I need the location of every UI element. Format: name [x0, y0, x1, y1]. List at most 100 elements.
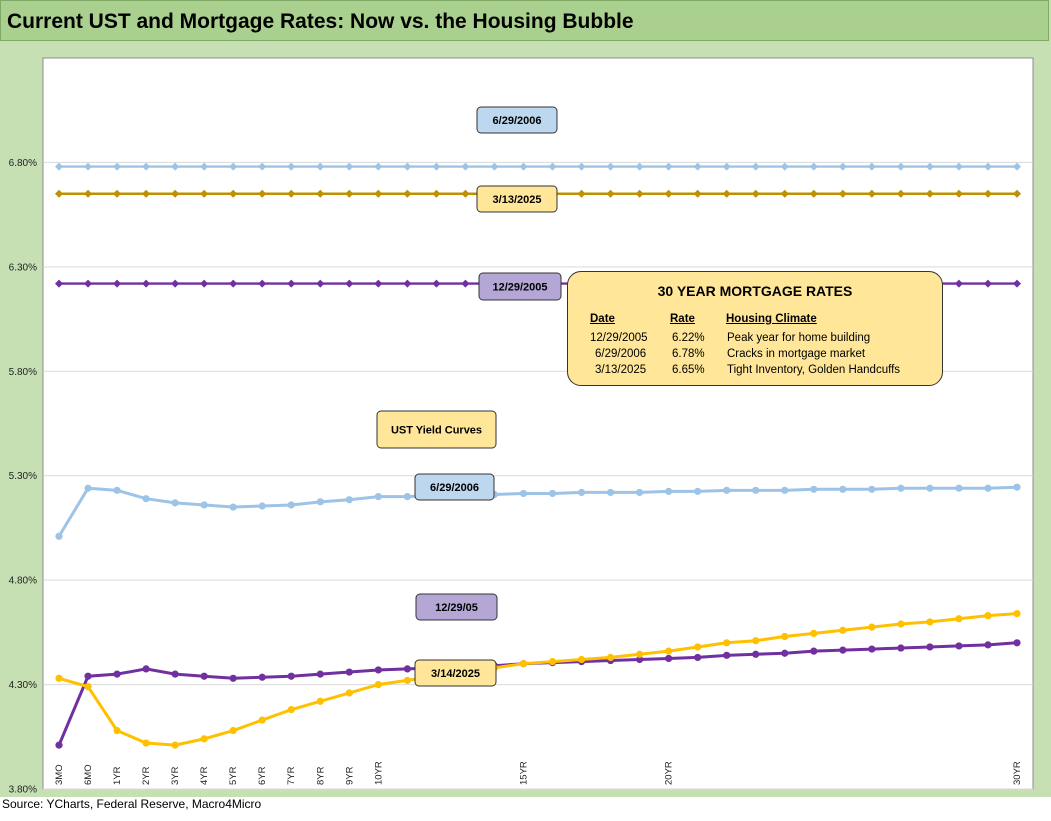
- plot-area: [42, 57, 1034, 790]
- x-tick-label: 20YR: [664, 761, 675, 785]
- data-point: [316, 189, 325, 198]
- data-point: [287, 279, 296, 288]
- data-point: [809, 162, 818, 171]
- data-point: [635, 189, 644, 198]
- data-point: [838, 189, 847, 198]
- data-point: [287, 706, 295, 714]
- callout-box: [478, 272, 562, 301]
- data-point: [345, 189, 354, 198]
- data-point: [693, 162, 702, 171]
- data-point: [345, 668, 353, 676]
- y-tick-label: 4.30%: [9, 680, 37, 691]
- y-tick-label: 6.30%: [9, 262, 37, 273]
- data-point: [665, 487, 673, 495]
- callout-label: 3/13/2025: [476, 185, 558, 213]
- callout-label: 6/29/2006: [414, 473, 495, 501]
- data-point: [403, 279, 412, 288]
- data-point: [200, 189, 209, 198]
- data-point: [200, 672, 208, 680]
- data-point: [374, 189, 383, 198]
- data-point: [955, 642, 963, 650]
- data-point: [548, 162, 557, 171]
- callout-text: UST Yield Curves: [391, 425, 482, 437]
- data-point: [984, 484, 992, 492]
- data-point: [461, 279, 470, 288]
- data-point: [896, 189, 905, 198]
- data-point: [1013, 639, 1021, 647]
- series-mortgage: [55, 162, 1021, 171]
- data-point: [723, 486, 731, 494]
- callout-box: [414, 473, 495, 501]
- x-tick-label: 3YR: [170, 766, 181, 785]
- y-tick-label: 5.30%: [9, 471, 37, 482]
- data-point: [374, 162, 383, 171]
- callouts: 6/29/2006 3/13/2025 12/29/2005 UST Yield Cu…: [376, 106, 562, 687]
- callout-label: 3/14/2025: [414, 659, 497, 687]
- data-point: [1013, 279, 1021, 288]
- data-point: [374, 666, 382, 674]
- data-point: [548, 489, 557, 498]
- data-point: [142, 279, 151, 288]
- x-tick-label: 15YR: [518, 761, 529, 785]
- data-point: [752, 650, 760, 658]
- data-point: [55, 189, 63, 198]
- callout-text: 12/29/05: [435, 602, 478, 614]
- data-point: [606, 653, 615, 662]
- data-point: [926, 618, 934, 626]
- data-point: [694, 653, 702, 662]
- line-chart: 3.80% 4.30% 4.80% 5.30% 5.80% 6.30% 6.80% 3MO 6…: [9, 57, 1034, 796]
- data-point: [84, 189, 93, 198]
- data-point: [200, 735, 208, 743]
- data-point: [113, 486, 121, 494]
- data-point: [403, 189, 412, 198]
- data-point: [781, 486, 789, 494]
- data-point: [983, 189, 992, 198]
- data-point: [868, 645, 876, 653]
- data-point: [374, 279, 383, 288]
- data-point: [316, 498, 324, 506]
- header-date: Date: [590, 313, 615, 325]
- data-point: [84, 279, 93, 288]
- data-point: [838, 162, 847, 171]
- data-point: [925, 189, 934, 198]
- data-point: [316, 162, 325, 171]
- data-point: [606, 488, 615, 497]
- x-tick-label: 4YR: [199, 766, 210, 785]
- callout-box: [476, 106, 558, 134]
- data-point: [925, 162, 934, 171]
- data-point: [55, 279, 63, 288]
- data-point: [519, 489, 528, 498]
- callout-label: UST Yield Curves: [376, 410, 497, 449]
- x-tick-label: 30YR: [1012, 761, 1023, 785]
- x-tick-label: 8YR: [315, 766, 326, 785]
- callout-box: [415, 593, 498, 621]
- data-point: [432, 279, 441, 288]
- y-tick-label: 6.80%: [9, 158, 37, 169]
- data-point: [839, 626, 847, 634]
- y-tick-label: 5.80%: [9, 367, 37, 378]
- data-point: [229, 503, 237, 511]
- data-point: [258, 673, 266, 681]
- data-point: [548, 657, 557, 666]
- data-point: [345, 162, 354, 171]
- data-point: [374, 680, 382, 689]
- data-point: [694, 487, 702, 495]
- data-point: [258, 162, 267, 171]
- data-point: [432, 189, 441, 198]
- data-point: [55, 674, 63, 682]
- data-point: [171, 670, 179, 678]
- data-point: [926, 643, 934, 651]
- data-point: [258, 502, 266, 510]
- row-climate: Tight Inventory, Golden Handcuffs: [727, 364, 901, 376]
- data-point: [577, 655, 586, 664]
- x-tick-label: 5YR: [228, 766, 239, 785]
- data-point: [810, 485, 818, 493]
- data-point: [84, 162, 93, 171]
- data-point: [200, 501, 208, 509]
- callout-box: [476, 185, 558, 213]
- data-point: [896, 162, 905, 171]
- data-point: [403, 493, 411, 501]
- data-point: [810, 629, 818, 638]
- data-point: [403, 665, 411, 673]
- data-point: [665, 654, 673, 663]
